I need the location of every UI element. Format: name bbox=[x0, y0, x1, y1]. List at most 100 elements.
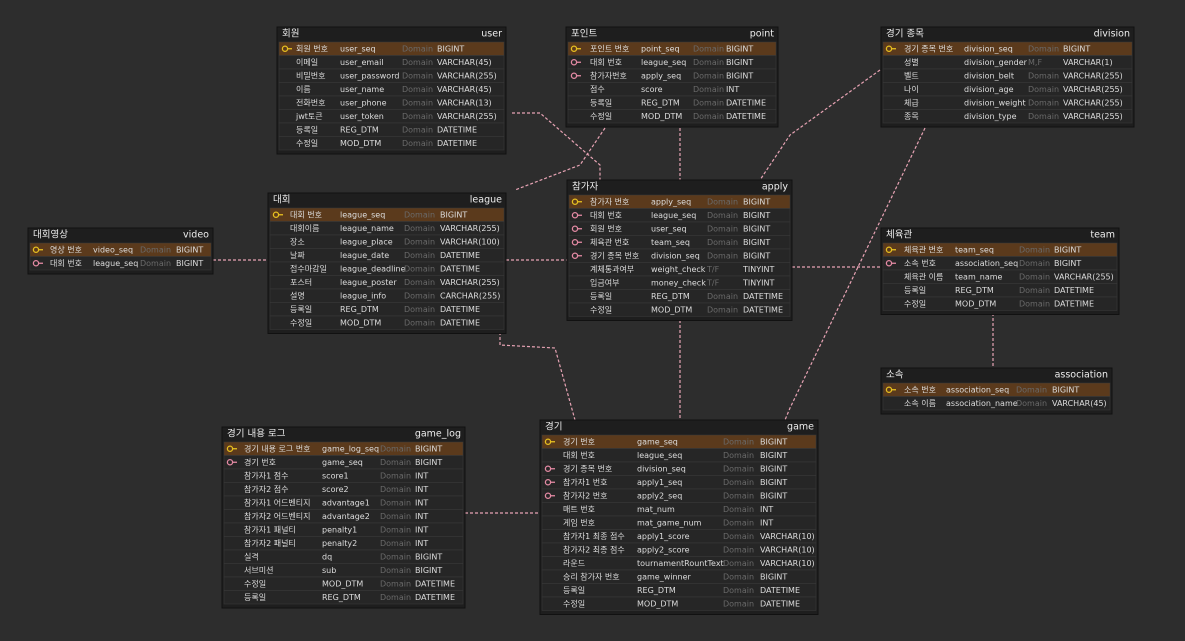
key-icon bbox=[226, 445, 234, 452]
domain: Domain bbox=[404, 224, 435, 233]
data-type: BIGINT bbox=[760, 478, 787, 487]
data-type: BIGINT bbox=[176, 259, 203, 268]
physical-name: league_date bbox=[340, 251, 389, 260]
physical-name: REG_DTM bbox=[322, 593, 361, 602]
data-type: INT bbox=[415, 498, 428, 507]
logical-name: 포인트 번호 bbox=[590, 43, 629, 53]
data-type: BIGINT bbox=[415, 444, 442, 453]
data-type: VARCHAR(255) bbox=[1063, 112, 1123, 121]
table: 대회 league 대회 번호 league_seq Domain BIGINT 대회이름 l… bbox=[267, 192, 507, 334]
physical-name: MOD_DTM bbox=[340, 318, 381, 327]
logical-name: 수정일 bbox=[590, 111, 612, 121]
data-type: DATETIME bbox=[726, 112, 766, 121]
logical-name: 참가자2 패널티 bbox=[244, 538, 296, 548]
data-type: BIGINT bbox=[437, 44, 464, 53]
domain: Domain bbox=[402, 112, 433, 121]
physical-name: score2 bbox=[322, 485, 349, 494]
logical-name: 수정일 bbox=[590, 304, 612, 314]
logical-name: 경기 종목 번호 bbox=[563, 463, 612, 473]
domain: M,F bbox=[1028, 58, 1042, 67]
data-type: VARCHAR(45) bbox=[1052, 399, 1107, 408]
domain: Domain bbox=[380, 512, 411, 521]
domain: T/F bbox=[706, 278, 720, 287]
domain: Domain bbox=[380, 525, 411, 534]
logical-name: 참가자2 점수 bbox=[244, 484, 288, 494]
logical-name: 참가자1 점수 bbox=[244, 470, 288, 480]
table-name: team bbox=[1090, 230, 1115, 241]
data-type: BIGINT bbox=[743, 238, 770, 247]
physical-name: MOD_DTM bbox=[637, 599, 678, 608]
physical-name: point_seq bbox=[641, 44, 680, 53]
row-bg bbox=[278, 136, 505, 151]
logical-name: 종목 bbox=[904, 112, 919, 121]
physical-name: division_type bbox=[964, 112, 1017, 121]
physical-name: MOD_DTM bbox=[955, 299, 996, 308]
domain: Domain bbox=[380, 579, 411, 588]
physical-name: team_seq bbox=[955, 245, 994, 254]
data-type: BIGINT bbox=[1063, 44, 1090, 53]
physical-name: score1 bbox=[322, 471, 349, 480]
logical-name: 계체통과여부 bbox=[590, 264, 634, 274]
physical-name: apply_seq bbox=[641, 71, 681, 80]
domain: Domain bbox=[723, 599, 754, 608]
logical-name: 수정일 bbox=[904, 298, 926, 308]
logical-name: 장소 bbox=[290, 236, 305, 246]
domain: Domain bbox=[380, 471, 411, 480]
data-type: INT bbox=[760, 505, 773, 514]
domain: Domain bbox=[1028, 112, 1059, 121]
logical-name: 대회 번호 bbox=[563, 451, 595, 460]
logical-name: 경기 종목 번호 bbox=[904, 43, 953, 53]
data-type: INT bbox=[415, 471, 428, 480]
domain: Domain bbox=[402, 139, 433, 148]
logical-name: 날짜 bbox=[290, 250, 305, 260]
logical-name: 서브미션 bbox=[244, 565, 273, 575]
row-bg bbox=[567, 109, 777, 124]
logical-name: 실격 bbox=[244, 551, 259, 561]
data-type: BIGINT bbox=[1054, 259, 1081, 268]
table-name: game_log bbox=[415, 429, 461, 440]
domain: Domain bbox=[723, 545, 754, 554]
physical-name: apply2_seq bbox=[637, 491, 682, 500]
data-type: DATETIME bbox=[440, 264, 480, 273]
domain: Domain bbox=[380, 485, 411, 494]
domain: Domain bbox=[402, 71, 433, 80]
logical-name: 등록일 bbox=[590, 292, 612, 301]
table: 참가자 apply 참가자 번호 apply_seq Domain BIGINT 대회 번호… bbox=[566, 179, 793, 321]
data-type: VARCHAR(1) bbox=[1063, 58, 1113, 67]
logical-name: 등록일 bbox=[590, 98, 612, 107]
data-type: INT bbox=[415, 512, 428, 521]
domain: Domain bbox=[1019, 245, 1050, 254]
data-type: VARCHAR(255) bbox=[437, 71, 497, 80]
logical-name: 체육관 번호 bbox=[904, 244, 943, 254]
domain: Domain bbox=[1016, 385, 1047, 394]
data-type: BIGINT bbox=[760, 491, 787, 500]
domain: Domain bbox=[380, 498, 411, 507]
domain: Domain bbox=[723, 437, 754, 446]
domain: Domain bbox=[404, 278, 435, 287]
data-type: BIGINT bbox=[760, 464, 787, 473]
data-type: VARCHAR(255) bbox=[440, 224, 500, 233]
row-bg bbox=[882, 109, 1133, 124]
domain: Domain bbox=[723, 451, 754, 460]
physical-name: game_seq bbox=[322, 458, 363, 467]
physical-name: league_info bbox=[340, 291, 386, 300]
logical-name: 참가자2 어드벤티지 bbox=[244, 511, 311, 521]
physical-name: apply2_score bbox=[637, 545, 690, 554]
domain: Domain bbox=[380, 539, 411, 548]
domain: Domain bbox=[723, 505, 754, 514]
physical-name: score bbox=[641, 85, 663, 94]
domain: Domain bbox=[402, 44, 433, 53]
key-icon bbox=[226, 458, 234, 466]
table-title: 체육관 bbox=[886, 230, 912, 241]
table: 대회영상 video 영상 번호 video_seq Domain BIGINT 대회 번호… bbox=[27, 227, 214, 275]
physical-name: division_age bbox=[964, 85, 1014, 94]
data-type: TINYINT bbox=[742, 278, 774, 287]
domain: Domain bbox=[693, 44, 724, 53]
domain: Domain bbox=[693, 112, 724, 121]
data-type: VARCHAR(10) bbox=[760, 545, 815, 554]
table-title: 대회 bbox=[273, 195, 290, 206]
data-type: CARCHAR(255) bbox=[440, 291, 500, 300]
data-type: VARCHAR(45) bbox=[437, 85, 492, 94]
